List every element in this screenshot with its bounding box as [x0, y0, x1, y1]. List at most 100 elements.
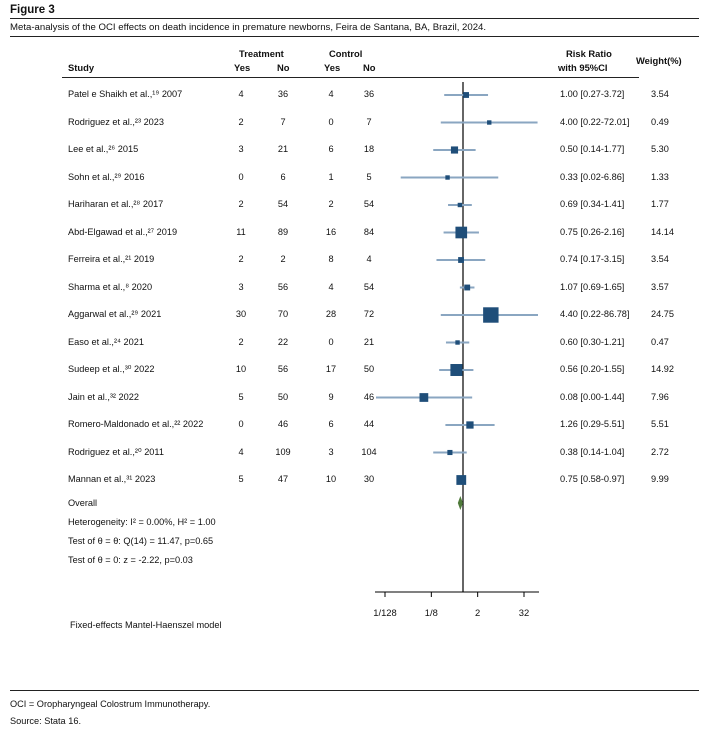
risk-ratio-ci: 0.38 [0.14-1.04] — [560, 446, 625, 457]
control-no: 5 — [366, 171, 372, 182]
effect-marker — [487, 120, 492, 125]
weight-value: 9.99 — [651, 474, 669, 484]
figure-label: Figure 3 — [10, 4, 55, 16]
treatment-yes: 0 — [238, 419, 244, 429]
study-name: Romero-Maldonado et al.,²² 2022 — [68, 419, 204, 429]
treatment-yes: 4 — [238, 446, 244, 457]
treatment-no: 7 — [280, 116, 286, 127]
effect-marker — [455, 226, 468, 239]
treatment-no: 22 — [277, 336, 289, 347]
control-yes: 16 — [325, 226, 337, 237]
weight-value: 14.14 — [651, 226, 674, 237]
effect-marker — [456, 475, 467, 485]
study-name: Ferreira et al.,²¹ 2019 — [68, 254, 155, 264]
header-treatment-yes: Yes — [234, 62, 251, 73]
study-name: Sharma et al.,⁸ 2020 — [68, 281, 153, 292]
header-control: Control — [329, 48, 363, 59]
risk-ratio-ci: 1.26 [0.29-5.51] — [560, 419, 625, 429]
weight-value: 3.54 — [651, 254, 669, 264]
control-no: 18 — [363, 144, 375, 154]
control-yes: 0 — [328, 116, 334, 127]
study-name: Sohn et al.,²⁹ 2016 — [68, 171, 145, 182]
treatment-no: 2 — [280, 254, 286, 264]
header-weight: Weight(%) — [636, 55, 682, 66]
control-no: 54 — [363, 199, 375, 209]
weight-value: 5.30 — [651, 144, 669, 154]
study-name: Easo et al.,²⁴ 2021 — [68, 336, 144, 347]
control-yes: 3 — [328, 446, 334, 457]
control-yes: 4 — [328, 89, 334, 99]
study-name: Sudeep et al.,³⁰ 2022 — [68, 364, 155, 374]
footnote-source: Source: Stata 16. — [10, 716, 81, 726]
treatment-yes: 11 — [236, 226, 246, 237]
effect-marker — [466, 421, 474, 429]
footnote-abbrev: OCI = Oropharyngeal Colostrum Immunother… — [10, 699, 211, 709]
x-tick-label: 1/8 — [425, 607, 438, 618]
risk-ratio-ci: 0.74 [0.17-3.15] — [560, 254, 625, 264]
header-control-no: No — [363, 62, 376, 73]
weight-value: 1.77 — [651, 199, 669, 209]
control-yes: 1 — [328, 171, 334, 182]
control-no: 44 — [363, 419, 375, 429]
effect-marker — [419, 393, 429, 402]
overall-diamond — [457, 496, 463, 510]
control-no: 7 — [366, 116, 372, 127]
treatment-no: 50 — [277, 391, 289, 402]
header-study: Study — [68, 62, 95, 73]
effect-marker — [464, 284, 471, 291]
header-treatment-no: No — [277, 62, 290, 73]
risk-ratio-ci: 0.75 [0.58-0.97] — [560, 474, 625, 484]
weight-value: 24.75 — [651, 309, 674, 319]
treatment-no: 54 — [277, 199, 289, 209]
weight-value: 1.33 — [651, 171, 669, 182]
x-tick-label: 32 — [519, 607, 529, 618]
study-name: Mannan et al.,³¹ 2023 — [68, 474, 156, 484]
treatment-no: 21 — [277, 144, 289, 154]
weight-value: 3.54 — [651, 89, 669, 99]
study-name: Aggarwal et al.,²⁹ 2021 — [68, 309, 162, 319]
risk-ratio-ci: 0.69 [0.34-1.41] — [560, 199, 625, 209]
control-yes: 0 — [328, 336, 334, 347]
control-no: 72 — [363, 309, 375, 319]
header-risk-ratio: Risk Ratio — [566, 48, 612, 59]
control-no: 104 — [361, 446, 377, 457]
effect-marker — [457, 202, 463, 208]
effect-marker — [450, 146, 459, 154]
treatment-no: 46 — [277, 419, 289, 429]
study-name: Lee et al.,²⁶ 2015 — [68, 144, 139, 154]
test-theta-0-text: Test of θ = 0: z = -2.22, p=0.03 — [68, 555, 193, 565]
risk-ratio-ci: 4.40 [0.22-86.78] — [560, 309, 630, 319]
header-control-yes: Yes — [324, 62, 341, 73]
risk-ratio-ci: 1.00 [0.27-3.72] — [560, 89, 625, 99]
risk-ratio-ci: 0.60 [0.30-1.21] — [560, 336, 625, 347]
study-name: Abd-Elgawad et al.,²⁷ 2019 — [68, 226, 178, 237]
risk-ratio-ci: 0.75 [0.26-2.16] — [560, 226, 625, 237]
treatment-no: 47 — [277, 474, 289, 484]
weight-value: 2.72 — [651, 446, 669, 457]
treatment-yes: 30 — [235, 309, 247, 319]
treatment-no: 56 — [277, 281, 289, 292]
control-yes: 6 — [328, 144, 334, 154]
effect-marker — [450, 364, 463, 376]
treatment-yes: 3 — [238, 144, 244, 154]
study-name: Patel e Shaikh et al.,¹⁹ 2007 — [68, 89, 183, 99]
risk-ratio-ci: 0.56 [0.20-1.55] — [560, 364, 625, 374]
control-yes: 17 — [325, 364, 337, 374]
figure-caption: Meta-analysis of the OCI effects on deat… — [10, 22, 487, 33]
treatment-yes: 5 — [238, 474, 244, 484]
treatment-yes: 2 — [238, 116, 244, 127]
treatment-yes: 5 — [238, 391, 244, 402]
treatment-yes: 2 — [238, 336, 244, 347]
effect-marker — [483, 307, 499, 323]
effect-marker — [458, 257, 464, 263]
control-yes: 4 — [328, 281, 334, 292]
treatment-yes: 2 — [238, 199, 244, 209]
heterogeneity-text: Heterogeneity: I² = 0.00%, H² = 1.00 — [68, 517, 216, 527]
treatment-no: 89 — [277, 226, 289, 237]
weight-value: 3.57 — [651, 281, 669, 292]
study-name: Rodriguez et al.,²⁰ 2011 — [68, 446, 164, 457]
treatment-no: 109 — [275, 446, 291, 457]
risk-ratio-ci: 0.50 [0.14-1.77] — [560, 144, 625, 154]
weight-value: 5.51 — [651, 419, 669, 429]
